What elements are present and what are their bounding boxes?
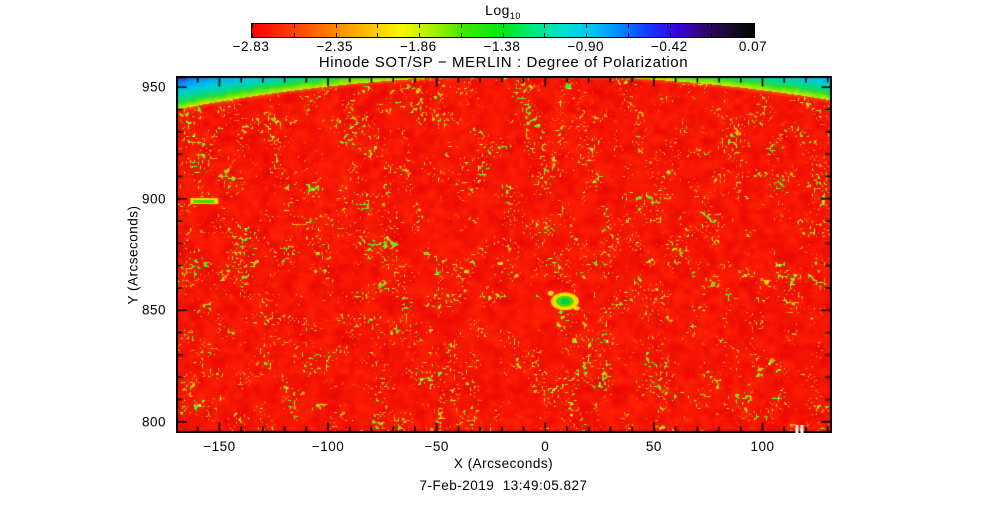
x-tick-label: −100 xyxy=(311,439,345,454)
y-axis-label: Y (Arcseconds) xyxy=(125,205,141,305)
colorbar-tick-label: −1.38 xyxy=(483,39,521,54)
colorbar-tick xyxy=(377,33,379,37)
colorbar-tick xyxy=(419,33,420,37)
colorbar-tick xyxy=(711,24,713,28)
colorbar-tick xyxy=(252,24,253,28)
colorbar-tick-labels: −2.83 −2.35 −1.86 −1.38 −0.90 −0.42 0.07 xyxy=(233,39,767,54)
colorbar-tick xyxy=(293,33,295,37)
x-tick-label: 50 xyxy=(645,439,662,454)
colorbar xyxy=(251,23,755,38)
colorbar-tick xyxy=(669,33,671,37)
colorbar-title: Log10 xyxy=(485,2,521,21)
colorbar-tick-label: −1.86 xyxy=(399,39,437,54)
plot-title: Hinode SOT/SP − MERLIN : Degree of Polar… xyxy=(318,54,689,71)
colorbar-tick xyxy=(460,33,462,37)
colorbar-tick xyxy=(753,33,754,37)
plot-area xyxy=(176,76,832,433)
heatmap-canvas xyxy=(176,76,832,433)
colorbar-tick xyxy=(293,24,295,28)
colorbar-tick xyxy=(502,24,504,28)
colorbar-tick xyxy=(335,24,337,28)
colorbar-tick xyxy=(252,33,253,37)
x-axis-label: X (Arcseconds) xyxy=(453,456,554,471)
colorbar-tick-label: −0.90 xyxy=(567,39,604,54)
colorbar-tick xyxy=(669,24,671,28)
colorbar-tick-label: −2.83 xyxy=(232,39,270,54)
colorbar-tick xyxy=(586,33,587,37)
y-tick-label: 800 xyxy=(141,414,166,430)
colorbar-tick xyxy=(627,24,629,28)
colorbar-tick xyxy=(586,24,587,28)
colorbar-tick xyxy=(377,24,379,28)
colorbar-tick xyxy=(544,24,546,28)
colorbar-tick xyxy=(419,24,420,28)
colorbar-tick xyxy=(335,33,337,37)
colorbar-tick xyxy=(544,33,546,37)
y-tick-label: 950 xyxy=(141,79,166,95)
y-tick-label: 900 xyxy=(141,191,166,207)
x-tick-label: −150 xyxy=(203,439,236,454)
colorbar-tick xyxy=(627,33,629,37)
colorbar-tick xyxy=(753,24,754,28)
colorbar-title-sub: 10 xyxy=(509,10,521,21)
colorbar-tick xyxy=(460,24,462,28)
x-tick-label: 100 xyxy=(750,439,775,454)
x-tick-label: −50 xyxy=(424,439,449,454)
colorbar-tick xyxy=(711,33,713,37)
timestamp-label: 7-Feb-2019 13:49:05.827 xyxy=(419,478,588,493)
x-tick-label: 0 xyxy=(541,439,550,454)
colorbar-tick xyxy=(502,33,504,37)
colorbar-tick-label: −0.42 xyxy=(650,39,688,54)
y-tick-label: 850 xyxy=(141,302,166,318)
colorbar-tick-label: 0.07 xyxy=(738,39,768,54)
colorbar-title-main: Log xyxy=(485,2,510,18)
colorbar-tick-label: −2.35 xyxy=(316,39,353,54)
